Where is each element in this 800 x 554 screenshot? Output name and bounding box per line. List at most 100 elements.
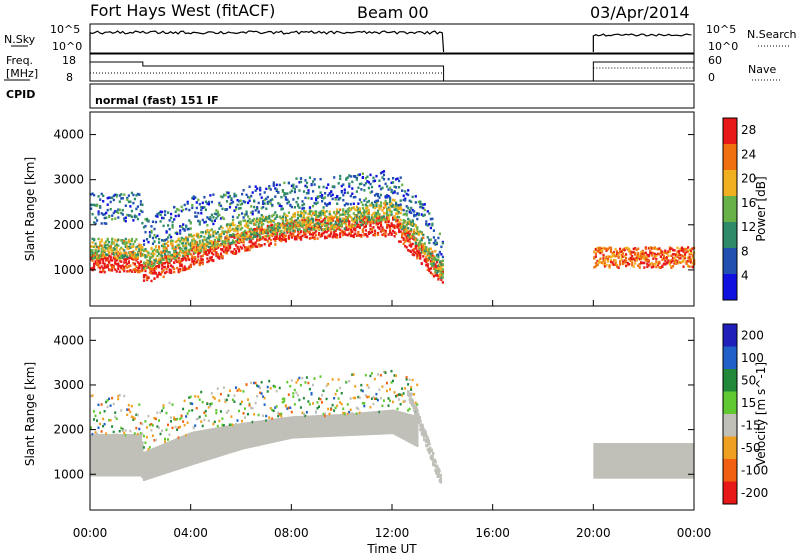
- power-cell: [170, 239, 173, 243]
- power-cell: [198, 223, 201, 226]
- power-cell: [606, 260, 610, 263]
- velocity-cell: [179, 417, 182, 421]
- power-cell: [691, 265, 694, 269]
- power-cell: [132, 262, 135, 265]
- power-cell: [422, 247, 425, 251]
- power-cell: [151, 242, 155, 245]
- power-cell: [127, 251, 130, 254]
- power-cell: [253, 235, 256, 238]
- power-cell: [272, 183, 275, 186]
- power-cell: [150, 260, 153, 264]
- power-cell: [151, 264, 155, 268]
- ground-scatter-cell: [334, 414, 337, 437]
- frequency-trace-evening: [592, 61, 694, 81]
- power-cell: [416, 251, 419, 254]
- ground-scatter-cell: [194, 431, 197, 465]
- velocity-cell: [268, 379, 271, 383]
- power-cell: [93, 245, 96, 249]
- power-cell: [120, 255, 123, 258]
- velocity-cell: [188, 396, 191, 399]
- power-cell: [336, 208, 339, 211]
- cpid-frame: [89, 83, 695, 109]
- power-cell: [268, 220, 271, 224]
- power-cell: [313, 224, 316, 227]
- power-cell: [352, 212, 355, 215]
- power-cell: [354, 208, 357, 211]
- power-cell: [393, 205, 396, 208]
- ground-scatter-cell: [396, 410, 399, 437]
- power-cell: [319, 213, 322, 217]
- power-cell: [115, 210, 118, 213]
- power-cell: [212, 259, 215, 263]
- power-cell: [99, 241, 102, 244]
- power-cell: [260, 217, 263, 221]
- power-cell: [609, 255, 613, 259]
- velocity-cell: [165, 428, 168, 431]
- power-cell: [253, 222, 256, 225]
- power-cell: [321, 223, 324, 227]
- power-cell: [221, 256, 224, 260]
- power-cell: [120, 239, 123, 242]
- power-cell: [111, 241, 114, 244]
- power-cell: [367, 186, 370, 190]
- power-cell: [298, 236, 301, 240]
- power-cell: [185, 244, 188, 248]
- power-cell: [373, 220, 377, 224]
- power-cell: [263, 243, 266, 246]
- ground-scatter-cell: [312, 415, 315, 438]
- ionospheric-cell: [410, 397, 413, 401]
- power-cell: [253, 231, 256, 234]
- ground-scatter-cell: [109, 434, 112, 477]
- power-cell: [254, 241, 257, 244]
- power-cell: [655, 258, 658, 261]
- power-cell: [417, 231, 420, 235]
- velocity-cell: [308, 403, 311, 406]
- velocity-cell: [248, 402, 251, 406]
- power-cell: [219, 217, 223, 220]
- power-cell: [389, 198, 392, 202]
- power-cell: [150, 252, 153, 255]
- power-cell: [293, 188, 296, 191]
- y-axis-label: Slant Range [km]: [23, 157, 37, 261]
- power-cell: [381, 229, 384, 233]
- velocity-cell: [305, 376, 308, 379]
- power-cell: [304, 179, 307, 182]
- power-cell: [429, 238, 432, 241]
- velocity-cell: [351, 412, 354, 415]
- power-cell: [130, 239, 133, 242]
- power-cell: [653, 247, 656, 250]
- power-cell: [165, 231, 168, 234]
- velocity-cell: [346, 403, 349, 406]
- power-cell: [330, 222, 333, 225]
- ground-scatter-cell: [114, 434, 117, 477]
- power-cell: [407, 239, 410, 242]
- power-cell: [441, 255, 444, 259]
- power-cell: [148, 235, 152, 238]
- power-cell: [161, 251, 164, 254]
- power-cell: [425, 264, 428, 267]
- power-cell: [231, 235, 235, 238]
- velocity-cell: [162, 404, 165, 407]
- power-cell: [375, 221, 378, 225]
- power-cell: [687, 246, 690, 249]
- power-cell: [429, 255, 432, 258]
- power-cell: [135, 257, 138, 261]
- power-cell: [292, 215, 295, 218]
- power-cell: [158, 265, 161, 269]
- power-cell: [677, 257, 681, 260]
- power-cell: [343, 227, 346, 230]
- velocity-cell: [147, 448, 150, 451]
- power-cell: [124, 254, 127, 257]
- power-cell: [379, 193, 383, 197]
- power-cell: [171, 256, 174, 259]
- power-cell: [358, 207, 361, 210]
- ground-scatter-cell: [372, 411, 375, 435]
- power-cell: [96, 259, 99, 262]
- power-cell: [635, 248, 638, 252]
- power-cell: [117, 262, 120, 266]
- power-cell: [133, 270, 136, 273]
- power-cell: [393, 191, 396, 194]
- power-cell: [293, 215, 296, 218]
- power-cell: [410, 206, 413, 210]
- power-cell: [148, 258, 152, 261]
